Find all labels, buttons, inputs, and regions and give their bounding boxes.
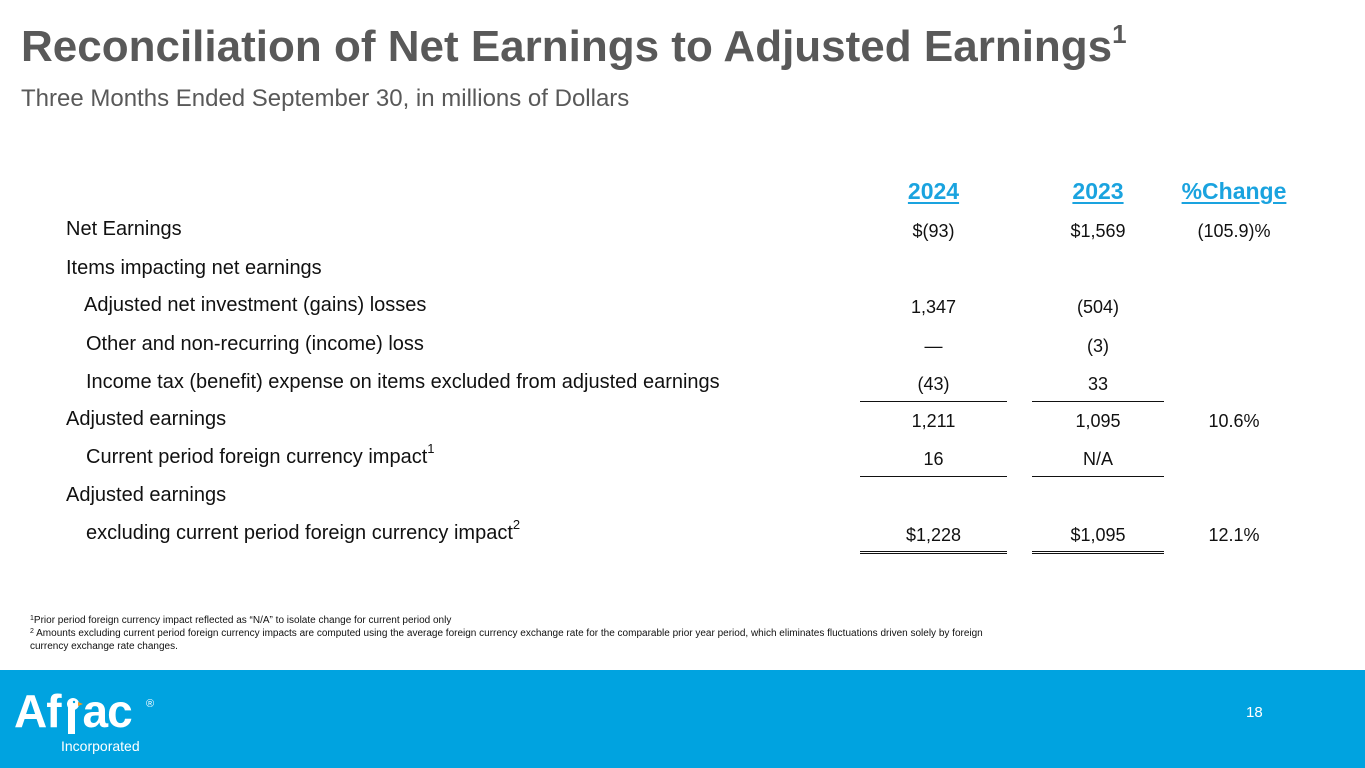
row-label: Income tax (benefit) expense on items ex… xyxy=(86,371,720,393)
value-2023: (3) xyxy=(1087,336,1109,356)
row-label: excluding current period foreign currenc… xyxy=(86,517,520,545)
value-2024: 1,347 xyxy=(910,297,957,317)
row-label-text: excluding current period foreign currenc… xyxy=(86,522,513,544)
value-2023: $1,569 xyxy=(1070,221,1126,241)
logo-subtitle: Incorporated xyxy=(61,738,140,754)
table-row: Income tax (benefit) expense on items ex… xyxy=(0,371,1365,402)
header-percent-change: %Change xyxy=(1181,178,1287,204)
row-label: Adjusted earnings xyxy=(66,408,227,430)
table-row: Adjusted earnings 1,211 1,095 10.6% xyxy=(0,408,1365,438)
value-change: (105.9)% xyxy=(1197,221,1271,241)
row-label: Adjusted net investment (gains) losses xyxy=(84,294,427,316)
footnote-2-text: Amounts excluding current period foreign… xyxy=(30,628,983,652)
table-row: Items impacting net earnings xyxy=(0,257,1365,287)
header-2024: 2024 xyxy=(907,178,960,204)
title-footnote-marker: 1 xyxy=(1112,19,1127,49)
table-row: Other and non-recurring (income) loss — … xyxy=(0,333,1365,363)
value-2023: N/A xyxy=(1032,449,1164,477)
header-2023: 2023 xyxy=(1072,178,1124,204)
value-2024: $(93) xyxy=(912,221,955,241)
value-2023: $1,095 xyxy=(1032,525,1164,554)
footnote-marker: 1 xyxy=(427,441,435,456)
table-row: Current period foreign currency impact1 … xyxy=(0,441,1365,477)
table-row: Adjusted earnings xyxy=(0,484,1365,514)
table-row: Net Earnings $(93) $1,569 (105.9)% xyxy=(0,218,1365,248)
row-label: Adjusted earnings xyxy=(66,484,227,506)
page-subtitle: Three Months Ended September 30, in mill… xyxy=(21,85,630,112)
row-label-text: Current period foreign currency impact xyxy=(86,446,428,468)
row-label: Net Earnings xyxy=(66,218,182,240)
footnote-1-text: Prior period foreign currency impact ref… xyxy=(33,615,452,626)
title-text: Reconciliation of Net Earnings to Adjust… xyxy=(21,22,1113,71)
value-2024: — xyxy=(924,336,943,356)
row-label: Items impacting net earnings xyxy=(66,257,322,279)
table-row: Adjusted net investment (gains) losses 1… xyxy=(0,294,1365,324)
value-change: 12.1% xyxy=(1208,525,1260,545)
row-label: Current period foreign currency impact1 xyxy=(86,441,435,469)
value-2023: 33 xyxy=(1032,374,1164,402)
row-label: Other and non-recurring (income) loss xyxy=(86,333,424,355)
value-change: 10.6% xyxy=(1208,411,1260,431)
logo-text-right: ac xyxy=(82,685,133,737)
page-title: Reconciliation of Net Earnings to Adjust… xyxy=(21,19,1127,72)
value-2024: 1,211 xyxy=(911,411,956,431)
value-2024: (43) xyxy=(860,374,1007,402)
page-number: 18 xyxy=(1246,704,1263,721)
footnotes: 1Prior period foreign currency impact re… xyxy=(30,614,1010,653)
duck-icon xyxy=(61,698,83,738)
footer-bar: Af ac ® Incorporated 18 xyxy=(0,670,1365,768)
aflac-logo: Af ac xyxy=(14,684,133,738)
footnote-marker: 2 xyxy=(512,517,521,532)
value-2023: (504) xyxy=(1076,297,1120,317)
value-2024: 16 xyxy=(860,449,1007,477)
value-2023: 1,095 xyxy=(1075,411,1121,431)
footnote-2: 2 Amounts excluding current period forei… xyxy=(30,627,1010,653)
logo-text-left: Af xyxy=(14,685,62,737)
table-row: excluding current period foreign currenc… xyxy=(0,517,1365,554)
footnote-1-marker: 1 xyxy=(30,615,34,622)
footnote-1: 1Prior period foreign currency impact re… xyxy=(30,614,1010,627)
footnote-2-marker: 2 xyxy=(30,628,34,635)
registered-mark: ® xyxy=(146,698,155,710)
value-2024: $1,228 xyxy=(860,525,1007,554)
